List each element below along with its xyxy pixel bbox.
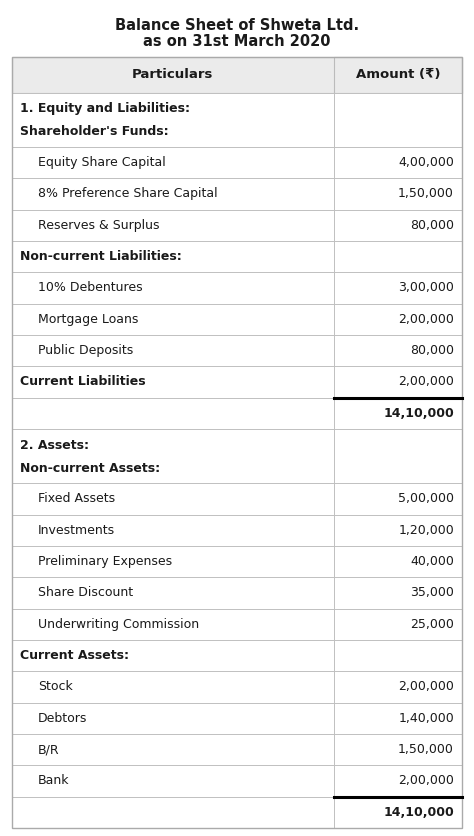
Bar	[334, 241, 462, 273]
Text: Public Deposits: Public Deposits	[38, 344, 133, 357]
Bar	[12, 303, 334, 335]
Bar	[12, 178, 334, 210]
Bar	[12, 429, 334, 483]
Text: Shareholder's Funds:: Shareholder's Funds:	[20, 125, 169, 138]
Text: 25,000: 25,000	[410, 618, 454, 631]
Text: Reserves & Surplus: Reserves & Surplus	[38, 219, 159, 232]
Text: B/R: B/R	[38, 743, 60, 756]
Text: 3,00,000: 3,00,000	[398, 282, 454, 294]
Text: Current Liabilities: Current Liabilities	[20, 375, 146, 389]
Bar	[12, 93, 334, 147]
Bar	[12, 273, 334, 303]
Bar	[334, 398, 462, 429]
Bar	[12, 335, 334, 366]
Text: 40,000: 40,000	[410, 555, 454, 568]
Bar	[334, 797, 462, 828]
Text: Non-current Liabilities:: Non-current Liabilities:	[20, 250, 182, 263]
Bar	[12, 241, 334, 273]
Text: 2,00,000: 2,00,000	[398, 681, 454, 694]
Bar	[334, 429, 462, 483]
Text: Investments: Investments	[38, 524, 115, 537]
Bar	[12, 609, 334, 640]
Text: Non-current Assets:: Non-current Assets:	[20, 461, 160, 475]
Text: Bank: Bank	[38, 774, 70, 788]
Text: Equity Share Capital: Equity Share Capital	[38, 156, 166, 169]
Text: 1,50,000: 1,50,000	[398, 743, 454, 756]
Bar	[334, 178, 462, 210]
Bar	[334, 734, 462, 765]
Text: 1,20,000: 1,20,000	[398, 524, 454, 537]
Bar	[334, 147, 462, 178]
Text: Underwriting Commission: Underwriting Commission	[38, 618, 199, 631]
Text: 4,00,000: 4,00,000	[398, 156, 454, 169]
Text: as on 31st March 2020: as on 31st March 2020	[143, 34, 331, 49]
Bar	[12, 398, 334, 429]
Text: 14,10,000: 14,10,000	[383, 806, 454, 818]
Bar	[334, 303, 462, 335]
Bar	[334, 210, 462, 241]
Text: 2. Assets:: 2. Assets:	[20, 439, 89, 451]
Bar	[12, 515, 334, 546]
Text: 2,00,000: 2,00,000	[398, 774, 454, 788]
Text: 2,00,000: 2,00,000	[398, 313, 454, 326]
Bar	[334, 671, 462, 702]
Bar	[12, 578, 334, 609]
Text: Fixed Assets: Fixed Assets	[38, 492, 115, 506]
Bar	[12, 57, 462, 93]
Bar	[334, 93, 462, 147]
Bar	[12, 147, 334, 178]
Text: 14,10,000: 14,10,000	[383, 407, 454, 420]
Bar	[334, 515, 462, 546]
Text: Share Discount: Share Discount	[38, 586, 133, 599]
Text: 1. Equity and Liabilities:: 1. Equity and Liabilities:	[20, 102, 190, 115]
Bar	[12, 797, 334, 828]
Text: 10% Debentures: 10% Debentures	[38, 282, 143, 294]
Text: Balance Sheet of Shweta Ltd.: Balance Sheet of Shweta Ltd.	[115, 18, 359, 33]
Bar	[334, 702, 462, 734]
Bar	[334, 273, 462, 303]
Text: Current Assets:: Current Assets:	[20, 649, 129, 662]
Bar	[334, 609, 462, 640]
Bar	[334, 546, 462, 578]
Text: Stock: Stock	[38, 681, 73, 694]
Bar	[334, 483, 462, 515]
Bar	[12, 640, 334, 671]
Bar	[334, 57, 462, 93]
Bar	[334, 578, 462, 609]
Bar	[12, 702, 334, 734]
Bar	[12, 734, 334, 765]
Bar	[12, 210, 334, 241]
Bar	[12, 546, 334, 578]
Bar	[334, 640, 462, 671]
Bar	[12, 366, 334, 398]
Bar	[334, 366, 462, 398]
Text: 35,000: 35,000	[410, 586, 454, 599]
Text: 5,00,000: 5,00,000	[398, 492, 454, 506]
Text: Particulars: Particulars	[132, 69, 214, 81]
Text: Amount (₹): Amount (₹)	[356, 69, 440, 81]
Bar	[12, 765, 334, 797]
Text: Debtors: Debtors	[38, 711, 87, 725]
Text: 80,000: 80,000	[410, 219, 454, 232]
Bar	[12, 483, 334, 515]
Text: 80,000: 80,000	[410, 344, 454, 357]
Text: 2,00,000: 2,00,000	[398, 375, 454, 389]
Text: Mortgage Loans: Mortgage Loans	[38, 313, 138, 326]
Text: Preliminary Expenses: Preliminary Expenses	[38, 555, 172, 568]
Text: 8% Preference Share Capital: 8% Preference Share Capital	[38, 187, 218, 201]
Bar	[12, 671, 334, 702]
Bar	[334, 335, 462, 366]
Text: 1,40,000: 1,40,000	[398, 711, 454, 725]
Text: 1,50,000: 1,50,000	[398, 187, 454, 201]
Bar	[334, 765, 462, 797]
